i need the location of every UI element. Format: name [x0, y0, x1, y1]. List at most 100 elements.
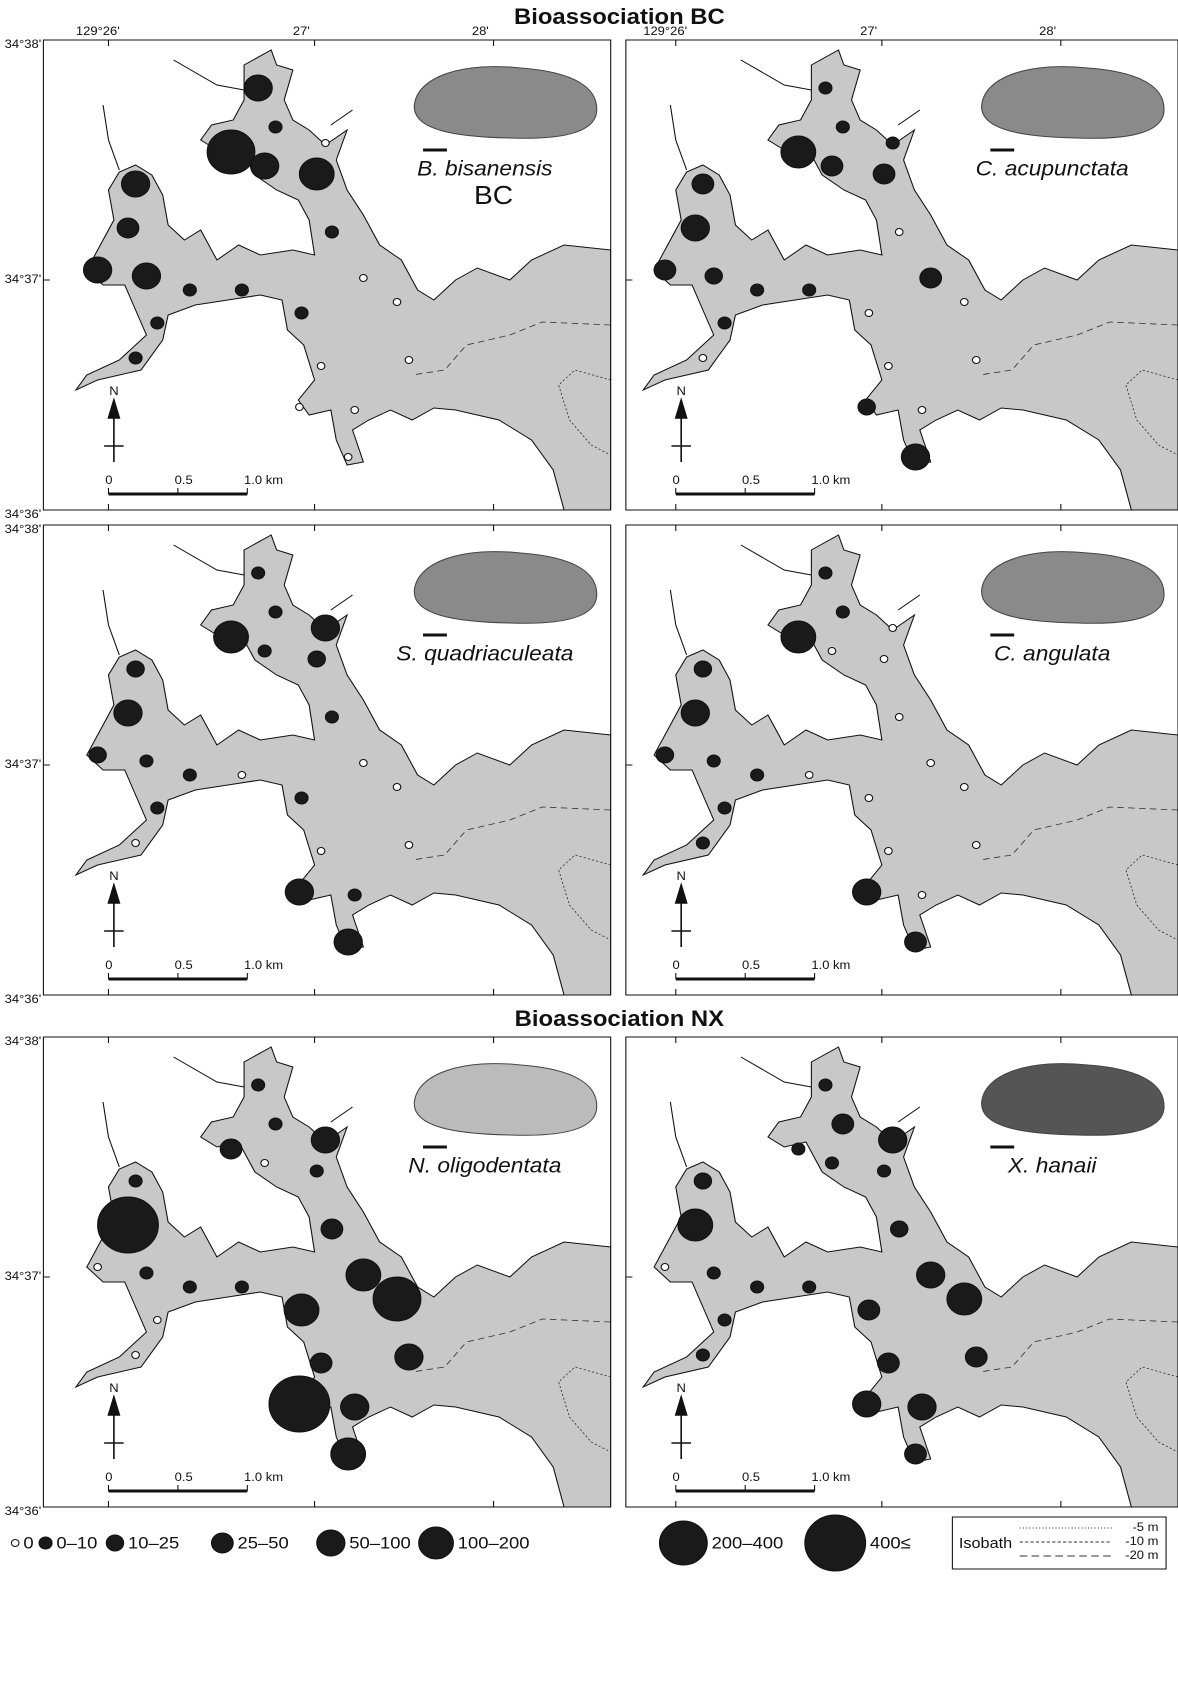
station-bubble	[317, 363, 325, 370]
station-bubble	[905, 1444, 927, 1464]
station-bubble	[781, 621, 816, 653]
station-bubble	[751, 1281, 764, 1293]
station-bubble	[961, 299, 969, 306]
scale-label: 1.0 km	[244, 959, 283, 972]
station-bubble	[972, 357, 980, 364]
station-bubble	[129, 1175, 142, 1187]
legend-symbol	[11, 1540, 19, 1547]
station-bubble	[295, 307, 308, 319]
station-bubble	[751, 284, 764, 296]
station-bubble	[151, 317, 164, 329]
station-bubble	[865, 310, 873, 317]
legend-symbol	[212, 1533, 234, 1553]
scale-label: 0.5	[175, 959, 193, 972]
station-bubble	[965, 1347, 987, 1367]
north-arrow	[671, 400, 691, 462]
station-bubble	[707, 755, 720, 767]
latitude-label: 34°36'	[5, 993, 42, 1006]
station-bubble	[284, 1294, 319, 1326]
station-bubble	[183, 284, 196, 296]
legend-label: 25–50	[238, 1533, 289, 1552]
station-bubble	[251, 153, 279, 179]
station-bubble	[853, 879, 881, 905]
isobath-level: -5 m	[1132, 1521, 1158, 1534]
north-label: N	[677, 385, 686, 398]
association-label: BC	[474, 180, 513, 210]
species-name: S. quadriaculeata	[396, 641, 573, 665]
scale-label: 0	[673, 474, 680, 487]
station-bubble	[832, 1114, 854, 1134]
legend-symbol	[805, 1515, 866, 1571]
station-bubble	[344, 454, 352, 461]
species-name: X. hanaii	[1007, 1153, 1098, 1177]
station-bubble	[214, 621, 249, 653]
legend-symbol	[106, 1535, 123, 1551]
station-bubble	[873, 164, 895, 184]
station-bubble	[238, 772, 246, 779]
station-bubble	[98, 1197, 159, 1253]
longitude-label: 129°26'	[76, 25, 120, 38]
scale-label: 1.0 km	[811, 959, 850, 972]
specimen-image	[414, 1064, 596, 1136]
scale-label: 0	[105, 1471, 112, 1484]
station-bubble	[140, 755, 153, 767]
station-bubble	[235, 1281, 248, 1293]
station-bubble	[310, 1165, 323, 1177]
north-label: N	[109, 385, 118, 398]
station-bubble	[836, 121, 849, 133]
station-bubble	[885, 363, 893, 370]
station-bubble	[207, 130, 255, 174]
legend-label: 200–400	[712, 1533, 784, 1552]
station-bubble	[696, 837, 709, 849]
specimen-image	[982, 552, 1164, 624]
station-bubble	[325, 226, 338, 238]
station-bubble	[393, 784, 401, 791]
map-panel: 129°26'27'28'N00.51.0 kmC. acupunctata	[626, 25, 1178, 510]
station-bubble	[918, 407, 926, 414]
station-bubble	[285, 879, 313, 905]
station-bubble	[295, 792, 308, 804]
station-bubble	[751, 769, 764, 781]
specimen-image	[982, 67, 1164, 139]
station-bubble	[334, 929, 362, 955]
station-bubble	[819, 1079, 832, 1091]
station-bubble	[393, 299, 401, 306]
scale-label: 0.5	[742, 1471, 760, 1484]
station-bubble	[346, 1259, 381, 1291]
station-bubble	[927, 760, 935, 767]
station-bubble	[117, 218, 139, 238]
station-bubble	[828, 648, 836, 655]
station-bubble	[348, 889, 361, 901]
station-bubble	[269, 1118, 282, 1130]
station-bubble	[183, 769, 196, 781]
station-bubble	[395, 1344, 423, 1370]
latitude-label: 34°36'	[5, 508, 42, 521]
station-bubble	[920, 268, 942, 288]
station-bubble	[961, 784, 969, 791]
latitude-label: 34°36'	[5, 1505, 42, 1518]
station-bubble	[718, 317, 731, 329]
station-bubble	[905, 932, 927, 952]
legend-label: 0	[23, 1533, 33, 1552]
station-bubble	[114, 700, 142, 726]
station-bubble	[694, 1173, 711, 1189]
station-bubble	[121, 171, 149, 197]
legend-label: 400≤	[870, 1533, 911, 1552]
station-bubble	[308, 651, 325, 667]
legend-label: 0–10	[56, 1533, 97, 1552]
station-bubble	[331, 1438, 366, 1470]
station-bubble	[94, 1264, 102, 1271]
north-arrow	[104, 885, 124, 947]
scale-label: 1.0 km	[811, 1471, 850, 1484]
station-bubble	[220, 1139, 242, 1159]
station-bubble	[325, 711, 338, 723]
station-bubble	[89, 747, 106, 763]
latitude-label: 34°38'	[5, 523, 42, 536]
scale-label: 0.5	[742, 474, 760, 487]
latitude-label: 34°38'	[5, 38, 42, 51]
species-name: N. oligodentata	[408, 1153, 561, 1177]
scale-label: 0	[105, 474, 112, 487]
map-panel: 34°38'34°37'34°36'N00.51.0 kmS. quadriac…	[5, 523, 611, 1006]
station-bubble	[895, 714, 903, 721]
